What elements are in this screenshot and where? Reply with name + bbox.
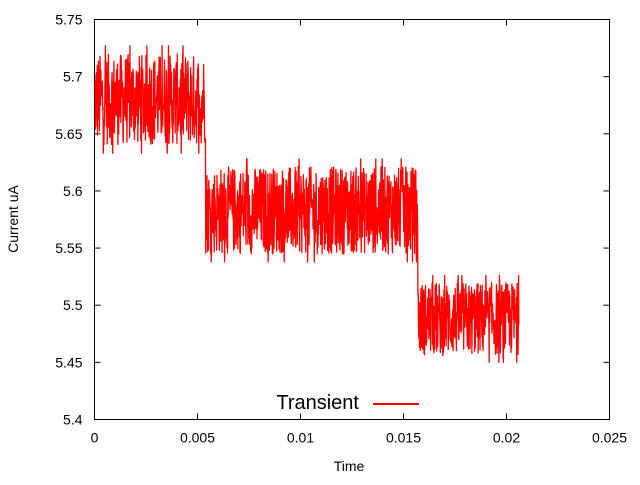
y-tick-label: 5.6 [63,183,83,199]
y-tick-label: 5.75 [55,12,82,28]
plot-frame [94,19,610,420]
y-tick-label: 5.55 [55,240,82,256]
series-line-transient [93,45,520,364]
x-axis-label: Time [334,458,365,474]
legend: Transient [276,392,419,414]
x-tick-label: 0 [91,430,99,446]
y-axis: 5.4 5.45 5.5 5.55 5.6 5.65 5.7 5.75 [55,12,610,428]
x-tick-label: 0.02 [493,430,520,446]
series-layer [93,45,520,364]
y-tick-label: 5.7 [63,69,83,85]
x-tick-label: 0.025 [592,430,627,446]
x-axis: 0 0.005 0.01 0.015 0.02 0.025 [91,19,627,446]
y-tick-label: 5.5 [63,297,83,313]
x-tick-label: 0.005 [180,430,215,446]
y-axis-label: Current uA [5,184,21,252]
legend-label: Transient [276,392,359,414]
y-tick-label: 5.4 [63,412,83,428]
y-tick-label: 5.45 [55,354,82,370]
y-tick-label: 5.65 [55,126,82,142]
x-tick-label: 0.015 [386,430,421,446]
x-tick-label: 0.01 [287,430,314,446]
